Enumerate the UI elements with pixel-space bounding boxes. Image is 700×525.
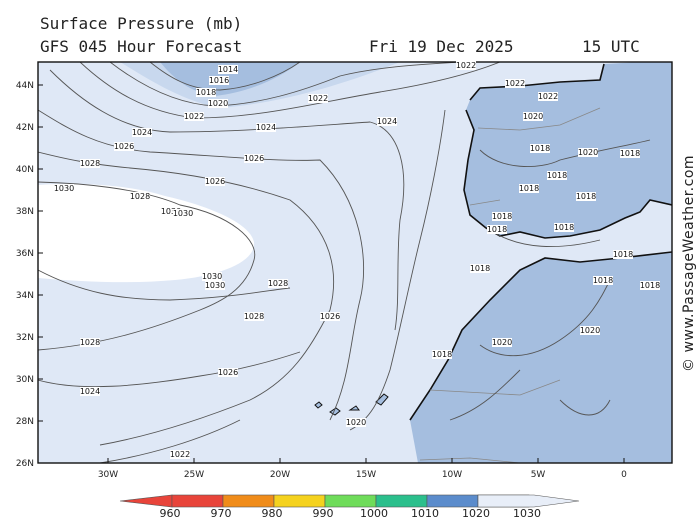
isobar-label: 1018 <box>519 184 539 193</box>
isobar-label: 1018 <box>640 281 660 290</box>
isobar-label: 1018 <box>196 88 216 97</box>
lat-label: 36N <box>16 249 34 259</box>
isobar-label: 1020 <box>523 112 543 121</box>
map-frame <box>37 61 673 464</box>
isobar-label: 1018 <box>470 264 490 273</box>
longitude-labels: 30W 25W 20W 15W 10W 5W 0 <box>98 458 627 480</box>
isobar-label: 1022 <box>184 112 204 121</box>
isobar-label: 1018 <box>487 225 507 234</box>
isobar-label: 1024 <box>80 387 100 396</box>
colorbar-low-arrow <box>119 494 173 508</box>
lat-label: 44N <box>16 81 34 91</box>
colorbar-label: 1010 <box>411 507 439 520</box>
isobar-label: 1018 <box>432 350 452 359</box>
isobar-labels: 1014 1016 1018 1020 1022 1022 1022 1024 1024 1024… <box>54 61 660 459</box>
lat-label: 32N <box>16 333 34 343</box>
isobar-label: 1016 <box>209 76 229 85</box>
isobar-label: 1018 <box>576 192 596 201</box>
isobar-label: 1030 <box>173 209 193 218</box>
forecast-subtitle: GFS 045 Hour Forecast <box>40 37 243 56</box>
isobar-label: 1030 <box>202 272 222 281</box>
lat-label: 34N <box>16 291 34 301</box>
isobar-label: 1030 <box>54 184 74 193</box>
colorbar-segment <box>426 494 479 508</box>
isobar-label: 1024 <box>132 128 152 137</box>
isobar-label: 1018 <box>492 212 512 221</box>
lat-label: 26N <box>16 459 34 469</box>
isobar-label: 1020 <box>346 418 366 427</box>
lon-label: 0 <box>621 470 627 480</box>
lon-label: 10W <box>442 470 462 480</box>
north-africa-land <box>410 252 672 463</box>
lat-label: 38N <box>16 207 34 217</box>
lat-label: 40N <box>16 165 34 175</box>
isobar-label: 1026 <box>205 177 225 186</box>
lon-label: 15W <box>356 470 376 480</box>
isobar-label: 1028 <box>244 312 264 321</box>
isobar-label: 1028 <box>268 279 288 288</box>
colorbar-segment <box>273 494 326 508</box>
pressure-low-north <box>160 62 300 96</box>
lat-label: 30N <box>16 375 34 385</box>
latitude-labels: 44N 42N 40N 38N 36N 34N 32N 30N 28N 26N <box>16 81 43 469</box>
high-pressure-cell <box>38 183 255 283</box>
colorbar-label: 990 <box>313 507 334 520</box>
isobar-label: 1024 <box>377 117 397 126</box>
isobar-label: 1026 <box>218 368 238 377</box>
isobars <box>38 62 651 463</box>
isobar-label: 1018 <box>554 223 574 232</box>
colorbar-label: 1000 <box>360 507 388 520</box>
iberia-land <box>464 62 672 238</box>
colorbar-segment <box>222 494 275 508</box>
isobar-label: 1014 <box>218 65 238 74</box>
colorbar-segment <box>171 494 224 508</box>
forecast-date: Fri 19 Dec 2025 <box>369 37 514 56</box>
isobar-label: 1030 <box>161 207 181 216</box>
isobar-label: 1022 <box>170 450 190 459</box>
lon-label: 25W <box>184 470 204 480</box>
isobar-label: 1026 <box>114 142 134 151</box>
isobar-label: 1018 <box>547 171 567 180</box>
colorbar-segment <box>324 494 377 508</box>
isobar-label: 1026 <box>244 154 264 163</box>
isobar-label: 1022 <box>308 94 328 103</box>
isobar-label: 1020 <box>492 338 512 347</box>
credit-text: © www.PassageWeather.com <box>681 154 697 372</box>
isobar-label: 1020 <box>580 326 600 335</box>
colorbar-label: 980 <box>262 507 283 520</box>
forecast-time: 15 UTC <box>582 37 640 56</box>
isobar-label: 1018 <box>620 149 640 158</box>
isobar-label: 1024 <box>256 123 276 132</box>
isobar-label: 1020 <box>208 99 228 108</box>
isobar-label: 1028 <box>80 159 100 168</box>
isobar-label: 1018 <box>613 250 633 259</box>
isobar-label: 1018 <box>593 276 613 285</box>
colorbar-segment <box>375 494 428 508</box>
colorbar-label: 960 <box>160 507 181 520</box>
lat-label: 42N <box>16 123 34 133</box>
isobar-label: 1022 <box>538 92 558 101</box>
isobar-label: 1018 <box>530 144 550 153</box>
isobar-label: 1030 <box>205 281 225 290</box>
pressure-colorbar: 960 970 980 990 1000 1010 1020 1030 <box>119 494 580 520</box>
colorbar-label: 970 <box>211 507 232 520</box>
isobar-label: 1022 <box>456 61 476 70</box>
lon-label: 30W <box>98 470 118 480</box>
colorbar-high-arrow <box>477 494 580 508</box>
lon-label: 5W <box>531 470 546 480</box>
colorbar-label: 1030 <box>513 507 541 520</box>
isobar-label: 1028 <box>80 338 100 347</box>
isobar-label: 1028 <box>130 192 150 201</box>
map-title: Surface Pressure (mb) <box>40 14 243 33</box>
isobar-label: 1026 <box>320 312 340 321</box>
isobar-label: 1020 <box>578 148 598 157</box>
lat-label: 28N <box>16 417 34 427</box>
lon-label: 20W <box>270 470 290 480</box>
isobar-label: 1022 <box>505 79 525 88</box>
colorbar-label: 1020 <box>462 507 490 520</box>
